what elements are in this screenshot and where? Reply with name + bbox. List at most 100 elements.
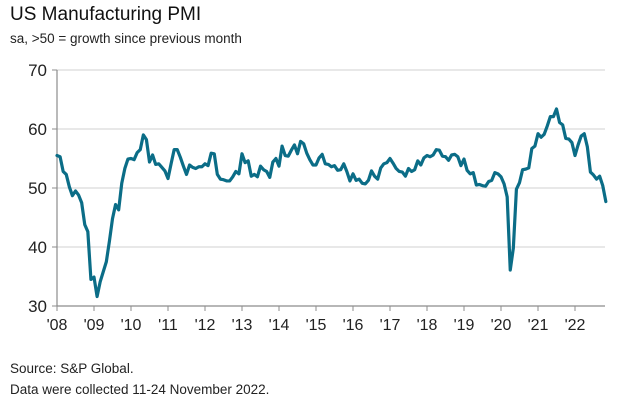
data-point [274,157,277,160]
y-axis-ticks: 30 40 50 60 70 [28,61,57,316]
data-point [456,155,459,158]
data-point [537,132,540,135]
data-point [222,178,225,181]
data-point [348,179,351,182]
x-tick-label: '21 [528,317,549,334]
data-point [278,165,281,168]
data-point [114,203,117,206]
data-point [102,270,105,273]
data-point [173,148,176,151]
data-point [586,145,589,148]
data-point [540,136,543,139]
y-tick-label: 40 [28,238,47,257]
data-point [478,183,481,186]
data-point [262,168,265,171]
data-point [68,185,71,188]
y-tick-label: 50 [28,179,47,198]
source-note: Source: S&P Global. [10,361,134,376]
data-point [299,140,302,143]
data-point [123,167,126,170]
data-point [567,138,570,141]
data-point [188,163,191,166]
data-point [336,169,339,172]
data-point [139,148,142,151]
gridlines [57,69,605,248]
x-tick-label: '11 [158,317,178,334]
data-point [311,163,314,166]
x-tick-label: '14 [269,317,290,334]
data-point [86,230,89,233]
data-point [466,169,469,172]
data-point [435,148,438,151]
data-point [265,170,268,173]
data-point [148,161,151,164]
data-point [185,173,188,176]
data-point [564,137,567,140]
data-point [481,184,484,187]
data-point [426,154,429,157]
data-point [382,162,385,165]
data-point [305,152,308,155]
data-point [379,166,382,169]
data-point [546,125,549,128]
data-point [324,162,327,165]
data-point [191,166,194,169]
data-point [234,170,237,173]
data-point [204,162,207,165]
data-point [459,164,462,167]
data-point [74,189,77,192]
data-point [416,159,419,162]
data-point [157,162,160,165]
data-point [241,152,244,155]
data-point [213,152,216,155]
x-tick-label: '15 [306,317,327,334]
x-tick-label: '09 [84,317,105,334]
data-point [552,115,555,118]
collection-note: Data were collected 11-24 November 2022. [10,382,270,397]
data-point [500,175,503,178]
x-tick-label: '22 [565,317,586,334]
data-point [475,184,478,187]
data-point [225,179,228,182]
data-point [398,170,401,173]
data-point [574,154,577,157]
data-point [302,142,305,145]
data-point [330,165,333,168]
data-point [244,161,247,164]
data-point [315,163,318,166]
data-point [355,179,358,182]
data-point [496,172,499,175]
x-tick-label: '18 [417,317,438,334]
data-point [601,184,604,187]
data-point [533,145,536,148]
data-point [589,171,592,174]
data-point [549,115,552,118]
data-point [352,172,355,175]
data-point [65,173,68,176]
data-point [108,240,111,243]
data-point [259,165,262,168]
x-axis-ticks: '08 '09 '10 '11 '12 '13 '14 '15 '16 '17 '18 '19 '20 '… [47,306,586,334]
x-tick-label: '13 [232,317,253,334]
x-tick-label: '17 [380,317,401,334]
data-point [598,175,601,178]
data-point [130,157,133,160]
data-point [287,155,290,158]
x-tick-label: '20 [491,317,512,334]
data-point [580,135,583,138]
data-point [179,156,182,159]
data-point [182,165,185,168]
data-point [490,179,493,182]
data-point [321,153,324,156]
data-point [361,182,364,185]
data-point [583,132,586,135]
data-points [56,107,608,298]
data-point [506,195,509,198]
data-point [228,179,231,182]
y-tick-label: 30 [28,297,47,316]
data-point [247,159,250,162]
data-point [342,162,345,165]
data-point [484,185,487,188]
data-point [463,158,466,161]
data-point [389,157,392,160]
